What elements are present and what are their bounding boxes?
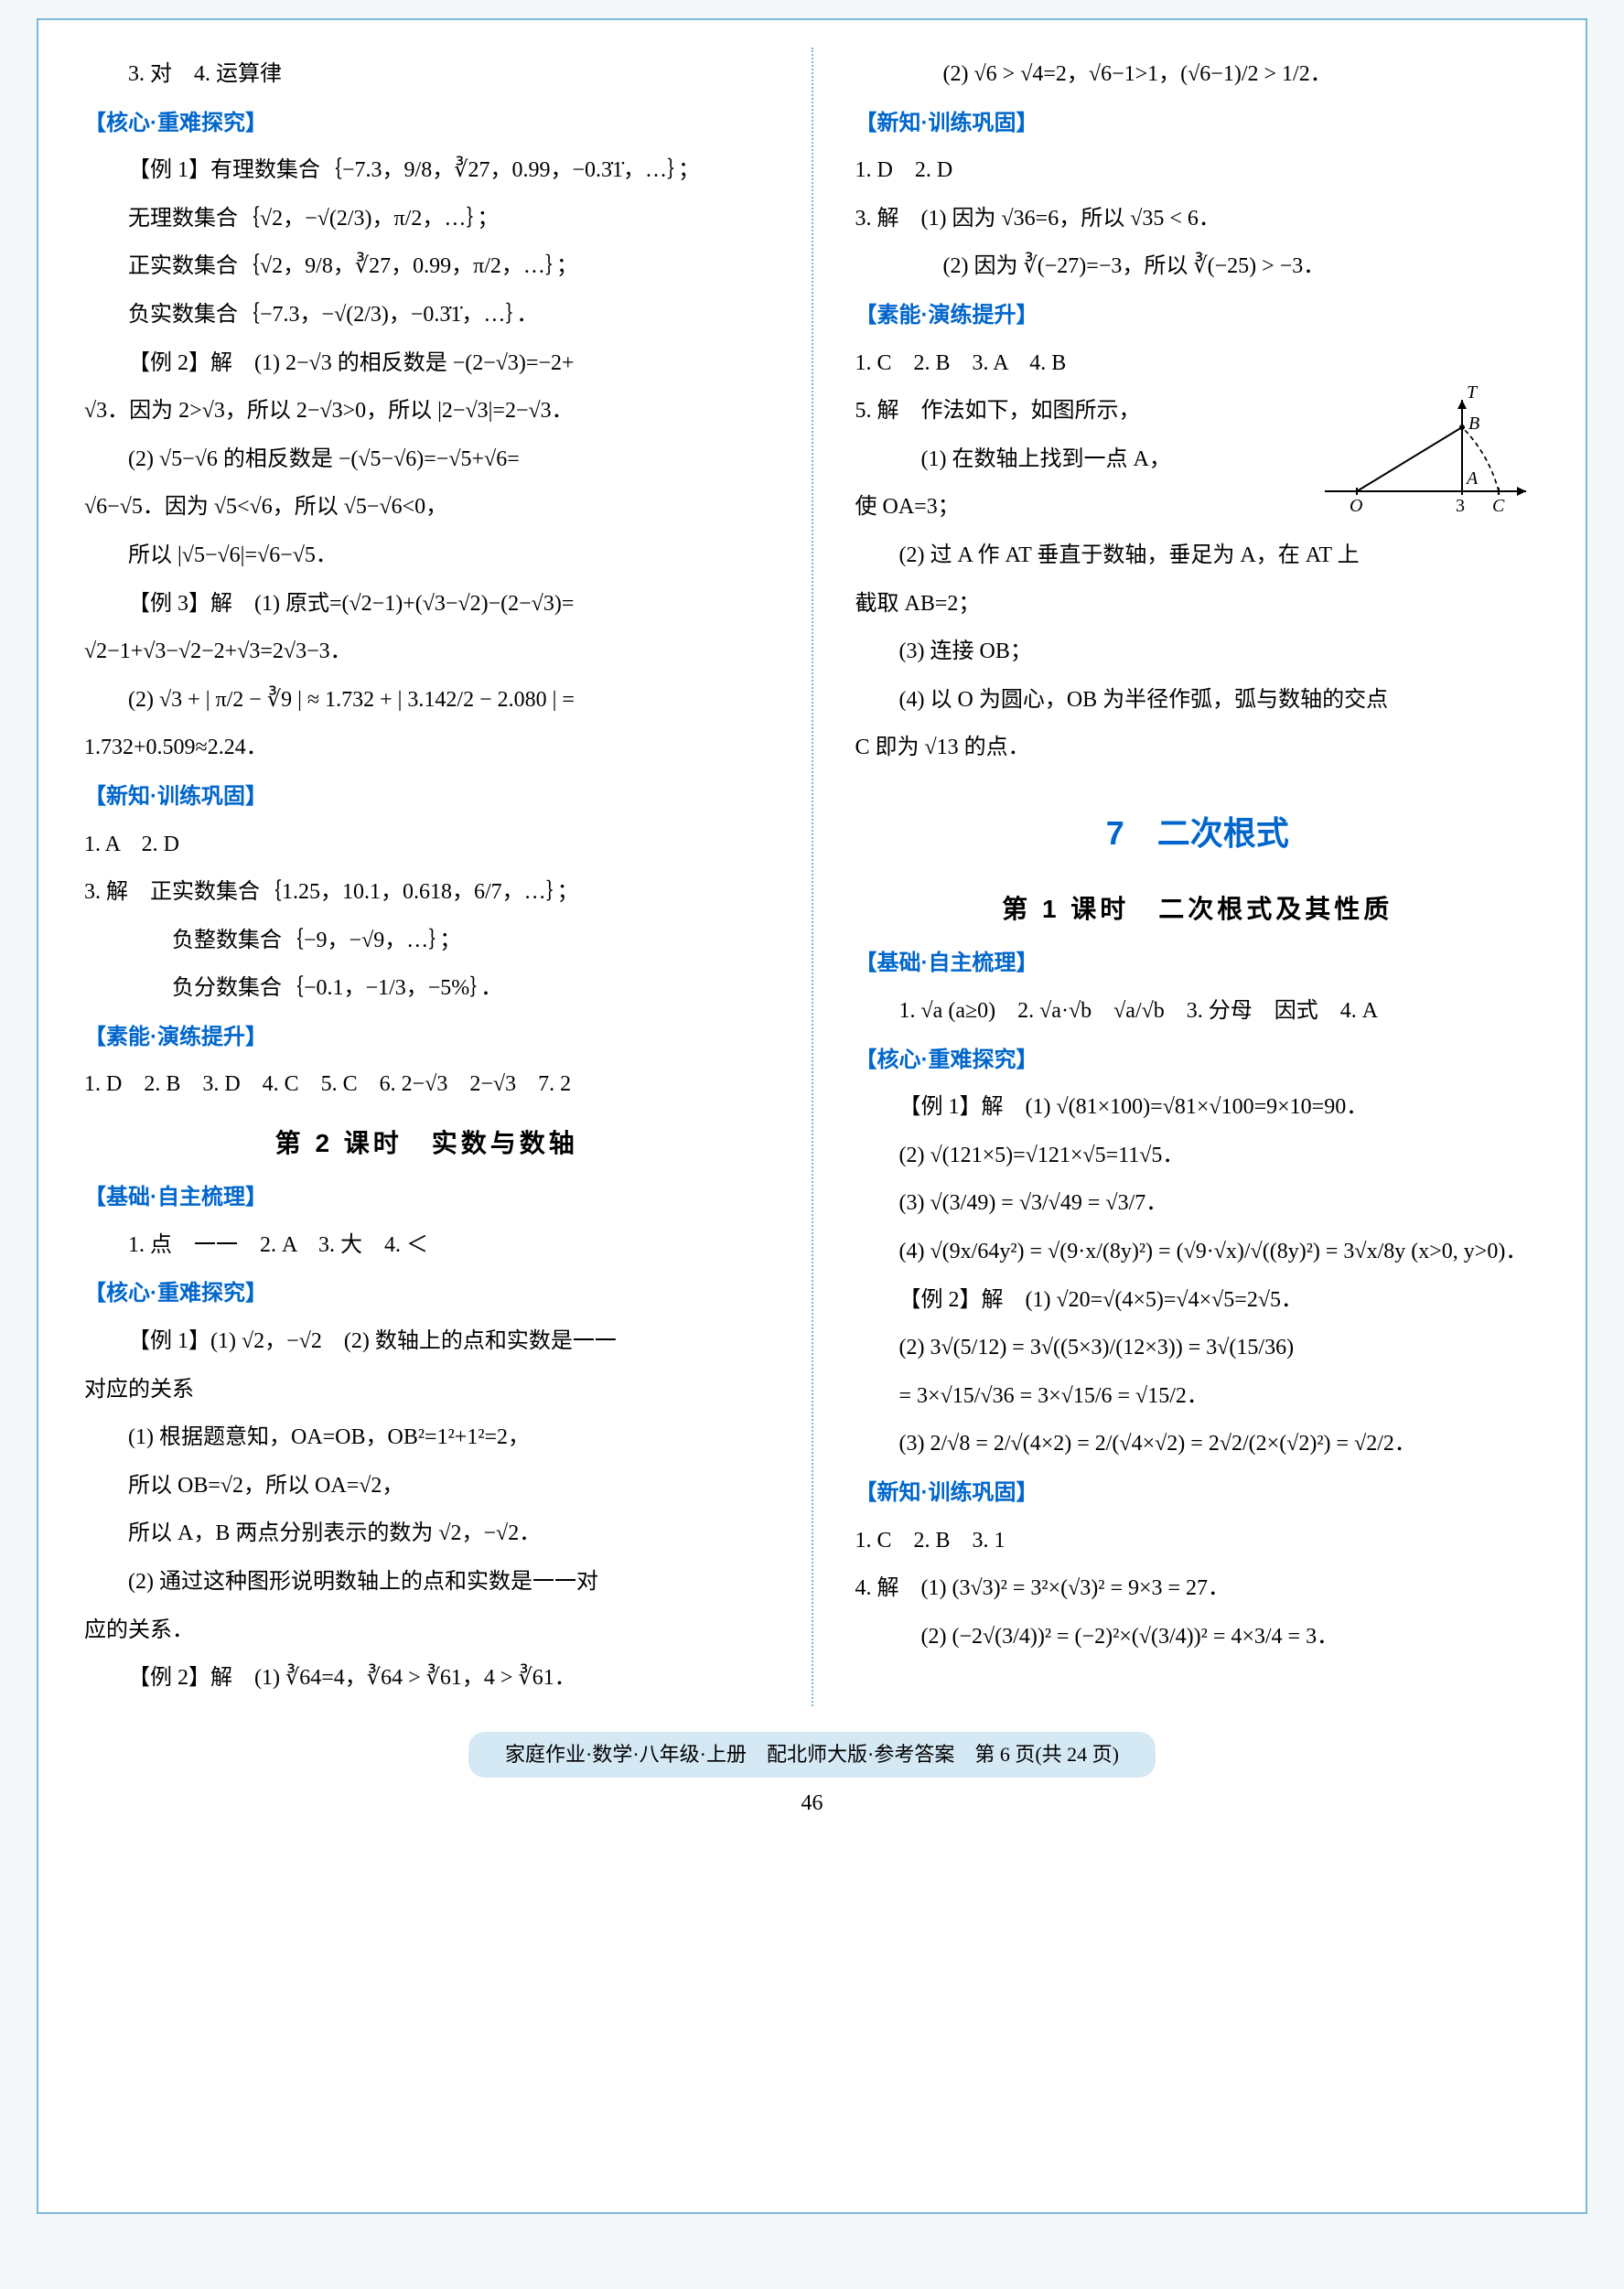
example-text: 1.732+0.509≈2.24． <box>84 727 769 769</box>
answer-line: 1. 点 一一 2. A 3. 大 4. ＜ <box>84 1225 769 1267</box>
example-text: 【例 2】解 (1) ∛64=4，∛64 > ∛61，4 > ∛61． <box>84 1658 769 1700</box>
section-core-heading: 【核心·重难探究】 <box>84 102 769 145</box>
solution-text: (2) 过 A 作 AT 垂直于数轴，垂足为 A，在 AT 上 <box>855 535 1541 577</box>
number-line-diagram: T B A O 3 C <box>1320 382 1540 519</box>
diagram-label-T: T <box>1467 382 1479 403</box>
section-core-heading: 【核心·重难探究】 <box>84 1273 769 1315</box>
right-column: (2) √6 > √4=2，√6−1>1，(√6−1)/2 > 1/2． 【新知… <box>855 48 1541 1706</box>
answer-line: 1. C 2. B 3. A 4. B <box>855 343 1541 385</box>
lesson-subtitle: 第 2 课时 实数与数轴 <box>84 1119 769 1167</box>
solution-text: (4) 以 O 为圆心，OB 为半径作弧，弧与数轴的交点 <box>855 680 1541 722</box>
example-text: 正实数集合｛√2，9/8，∛27，0.99，π/2，…｝； <box>84 246 769 288</box>
section-new-heading: 【新知·训练巩固】 <box>855 102 1541 145</box>
column-layout: 3. 对 4. 运算律 【核心·重难探究】 【例 1】有理数集合｛−7.3，9/… <box>84 48 1540 1706</box>
example-text: 对应的关系 <box>84 1370 769 1412</box>
example-text: √6−√5．因为 √5<√6，所以 √5−√6<0， <box>84 487 769 529</box>
answer-line: 3. 对 4. 运算律 <box>84 54 769 96</box>
example-text: (3) √(3/49) = √3/√49 = √3/7． <box>855 1183 1541 1225</box>
diagram-label-3: 3 <box>1456 496 1465 516</box>
section-suneng-heading: 【素能·演练提升】 <box>855 295 1541 337</box>
example-text: (2) √(121×5)=√121×√5=11√5． <box>855 1135 1541 1177</box>
example-text: (3) 2/√8 = 2/√(4×2) = 2/(√4×√2) = 2√2/(2… <box>855 1424 1541 1466</box>
answer-line: 1. √a (a≥0) 2. √a·√b √a/√b 3. 分母 因式 4. A <box>855 991 1541 1033</box>
diagram-label-B: B <box>1468 414 1479 434</box>
example-text: (4) √(9x/64y²) = √(9·x/(8y)²) = (√9·√x)/… <box>855 1231 1541 1273</box>
solution-text: (3) 连接 OB； <box>855 631 1541 673</box>
example-text: 【例 1】有理数集合｛−7.3，9/8，∛27，0.99，−0.3̇1̇，…｝； <box>84 150 769 192</box>
example-text: (2) √5−√6 的相反数是 −(√5−√6)=−√5+√6= <box>84 439 769 481</box>
page-number: 46 <box>84 1783 1540 1825</box>
solution-text: (2) 因为 ∛(−27)=−3，所以 ∛(−25) > −3． <box>855 246 1541 288</box>
example-text: √3．因为 2>√3，所以 2−√3>0，所以 |2−√3|=2−√3． <box>84 391 769 433</box>
diagram-label-C: C <box>1492 496 1505 516</box>
example-text: (2) √3 + | π/2 − ∛9 | ≈ 1.732 + | 3.142/… <box>84 680 769 722</box>
answer-line: 1. D 2. D <box>855 150 1541 192</box>
section-new-heading: 【新知·训练巩固】 <box>855 1472 1541 1514</box>
example-text: 所以 OB=√2，所以 OA=√2， <box>84 1466 769 1508</box>
example-text: (1) 根据题意知，OA=OB，OB²=1²+1²=2， <box>84 1417 769 1459</box>
page-container: 3. 对 4. 运算律 【核心·重难探究】 【例 1】有理数集合｛−7.3，9/… <box>37 18 1587 2214</box>
answer-line: 1. C 2. B 3. 1 <box>855 1521 1541 1563</box>
lesson-subtitle: 第 1 课时 二次根式及其性质 <box>855 885 1541 933</box>
example-text: 负实数集合｛−7.3，−√(2/3)，−0.3̇1̇，…｝． <box>84 295 769 337</box>
diagram-label-A: A <box>1465 468 1479 489</box>
diagram-label-O: O <box>1350 496 1362 516</box>
section-core-heading: 【核心·重难探究】 <box>855 1039 1541 1081</box>
solution-text: 截取 AB=2； <box>855 584 1541 626</box>
section-base-heading: 【基础·自主梳理】 <box>855 942 1541 984</box>
example-text: 【例 1】解 (1) √(81×100)=√81×√100=9×10=90． <box>855 1087 1541 1129</box>
solution-text: 3. 解 正实数集合｛1.25，10.1，0.618，6/7，…｝； <box>84 872 769 914</box>
example-text: = 3×√15/√36 = 3×√15/6 = √15/2． <box>855 1376 1541 1418</box>
example-text: 【例 2】解 (1) √20=√(4×5)=√4×√5=2√5． <box>855 1280 1541 1322</box>
section-base-heading: 【基础·自主梳理】 <box>84 1177 769 1219</box>
solution-text: 3. 解 (1) 因为 √36=6，所以 √35 < 6． <box>855 199 1541 241</box>
footer-text: 家庭作业·数学·八年级·上册 配北师大版·参考答案 第 6 页(共 24 页) <box>468 1732 1156 1778</box>
example-text: (2) 通过这种图形说明数轴上的点和实数是一一对 <box>84 1562 769 1604</box>
answer-line: 1. D 2. B 3. D 4. C 5. C 6. 2−√3 2−√3 7.… <box>84 1064 769 1106</box>
example-text: 【例 2】解 (1) 2−√3 的相反数是 −(2−√3)=−2+ <box>84 343 769 385</box>
example-text: √2−1+√3−√2−2+√3=2√3−3． <box>84 631 769 673</box>
example-text: (2) 3√(5/12) = 3√((5×3)/(12×3)) = 3√(15/… <box>855 1327 1541 1370</box>
example-text: 应的关系． <box>84 1610 769 1652</box>
answer-line: 1. A 2. D <box>84 824 769 866</box>
solution-text: (2) √6 > √4=2，√6−1>1，(√6−1)/2 > 1/2． <box>855 54 1541 96</box>
solution-text: C 即为 √13 的点． <box>855 727 1541 769</box>
left-column: 3. 对 4. 运算律 【核心·重难探究】 【例 1】有理数集合｛−7.3，9/… <box>84 48 769 1706</box>
chapter-title: 7 二次根式 <box>855 802 1541 865</box>
footer: 家庭作业·数学·八年级·上册 配北师大版·参考答案 第 6 页(共 24 页) <box>84 1732 1540 1778</box>
solution-text: 负整数集合｛−9，−√9，…｝； <box>84 920 769 962</box>
example-text: 无理数集合｛√2，−√(2/3)，π/2，…｝； <box>84 199 769 241</box>
section-suneng-heading: 【素能·演练提升】 <box>84 1016 769 1059</box>
solution-text: (2) (−2√(3/4))² = (−2)²×(√(3/4))² = 4×3/… <box>855 1617 1541 1659</box>
example-text: 所以 |√5−√6|=√6−√5． <box>84 535 769 577</box>
column-divider <box>812 48 813 1706</box>
solution-text: 负分数集合｛−0.1，−1/3，−5%｝． <box>84 968 769 1010</box>
example-text: 【例 3】解 (1) 原式=(√2−1)+(√3−√2)−(2−√3)= <box>84 584 769 626</box>
example-text: 【例 1】(1) √2，−√2 (2) 数轴上的点和实数是一一 <box>84 1321 769 1363</box>
section-new-heading: 【新知·训练巩固】 <box>84 776 769 818</box>
example-text: 所以 A，B 两点分别表示的数为 √2，−√2． <box>84 1513 769 1555</box>
solution-text: 4. 解 (1) (3√3)² = 3²×(√3)² = 9×3 = 27． <box>855 1568 1541 1610</box>
